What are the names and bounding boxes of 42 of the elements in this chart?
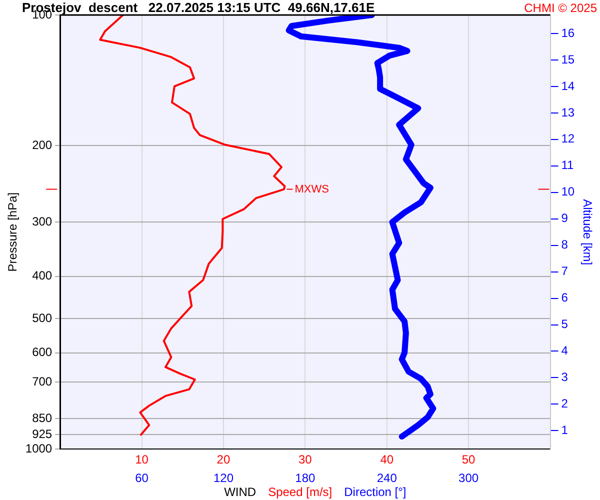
x-tick-label: 50 (462, 452, 476, 467)
y-tick-label: 925 (32, 426, 52, 441)
x-tick-label: 20 (216, 452, 230, 467)
y2-tick-label: 5 (561, 317, 568, 332)
y-tick-label: 300 (32, 214, 52, 228)
x2-tick-label: 240 (376, 471, 398, 486)
y-tick-label: 850 (32, 410, 52, 425)
y2-tick-label: 15 (561, 52, 575, 66)
y2-axis-title: Altitude [km] (580, 199, 594, 266)
y2-tick-label: 8 (561, 238, 568, 252)
y2-tick-label: 1 (561, 422, 568, 437)
y-tick-label: 200 (32, 138, 52, 152)
y2-tick-label: 7 (561, 264, 568, 278)
y-tick-label: 700 (32, 374, 52, 388)
y2-tick-label: 4 (561, 344, 568, 358)
x-axis-title: WIND (224, 485, 256, 499)
y2-tick-label: 9 (561, 211, 568, 226)
text: Speed [m/s] (268, 485, 332, 499)
y2-tick-label: 2 (561, 396, 568, 411)
annotation: CHMI © 2025 (524, 1, 598, 15)
text: Direction [°] (344, 485, 406, 499)
y2-tick-label: 14 (561, 78, 575, 93)
x-tick-label: 30 (298, 452, 312, 467)
y2-tick-label: 3 (561, 370, 568, 384)
y2-tick-label: 16 (561, 26, 575, 40)
y-axis-title: Pressure [hPa] (6, 192, 20, 272)
y-tick-label: 500 (32, 310, 52, 325)
x2-tick-label: 60 (135, 471, 149, 486)
x-tick-label: 10 (135, 452, 149, 467)
x2-tick-label: 120 (213, 471, 234, 486)
x-tick-label: 40 (380, 452, 394, 467)
y-tick-label: 600 (32, 345, 52, 360)
y-tick-label: 1000 (25, 442, 52, 456)
annotation: MXWS (294, 183, 329, 196)
y2-tick-label: 11 (561, 158, 574, 172)
y2-tick-label: 6 (561, 290, 568, 305)
y2-tick-label: 10 (561, 184, 575, 199)
y2-tick-label: 12 (561, 132, 575, 146)
x2-tick-label: 180 (295, 471, 316, 486)
y-tick-label: 400 (32, 268, 52, 283)
x2-tick-label: 300 (458, 471, 479, 486)
y2-tick-label: 13 (561, 105, 575, 120)
